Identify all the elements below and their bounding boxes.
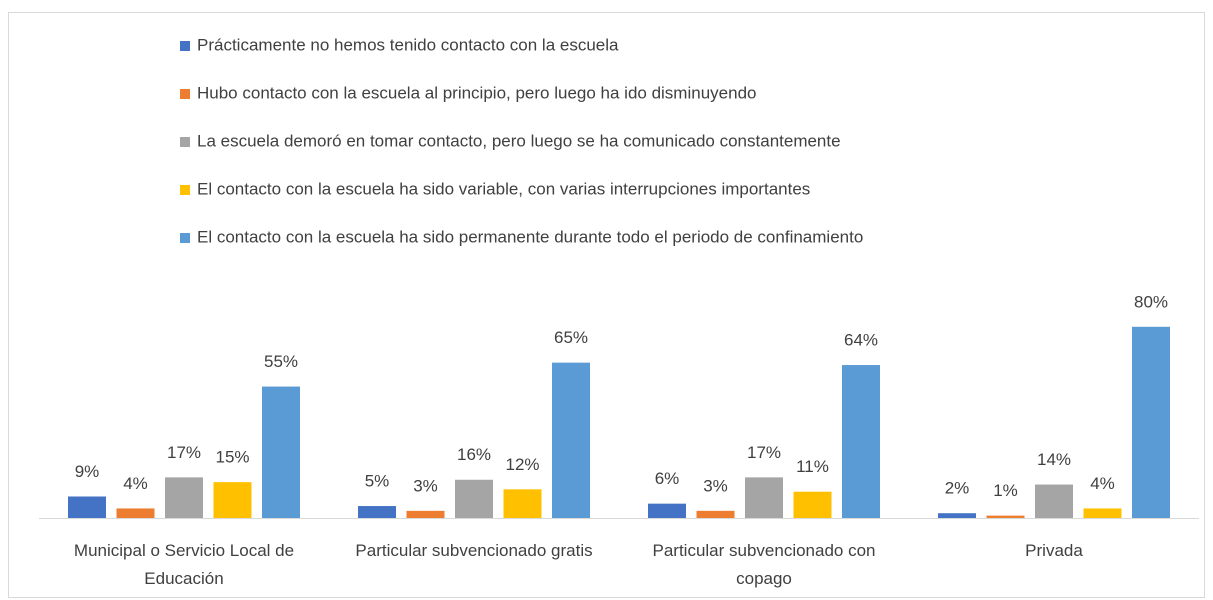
bar	[552, 362, 590, 518]
data-label: 17%	[747, 443, 781, 462]
legend-swatch	[180, 185, 190, 195]
data-label: 64%	[844, 331, 878, 350]
data-label: 4%	[1090, 474, 1115, 493]
data-label: 4%	[123, 474, 148, 493]
bar	[503, 489, 542, 518]
data-label: 5%	[365, 472, 390, 491]
x-tick-label: Particular subvencionado gratis	[355, 541, 593, 560]
data-label: 65%	[554, 328, 588, 347]
bar	[455, 479, 493, 518]
bar	[262, 386, 300, 518]
bar	[1035, 484, 1073, 518]
data-label: 12%	[505, 455, 539, 474]
chart-border	[8, 12, 1205, 598]
x-tick-label: Municipal o Servicio Local de Educación	[73, 541, 295, 588]
bar	[358, 506, 396, 518]
bar	[165, 477, 203, 518]
bar	[1083, 508, 1122, 518]
bar	[842, 365, 880, 518]
legend-swatch	[180, 233, 190, 243]
legend-swatch	[180, 137, 190, 147]
data-label: 3%	[413, 476, 438, 495]
data-label: 80%	[1134, 292, 1168, 311]
legend-label: La escuela demoró en tomar contacto, per…	[197, 131, 841, 150]
bar	[406, 510, 445, 518]
data-label: 3%	[703, 476, 728, 495]
legend-label: Hubo contacto con la escuela al principi…	[197, 83, 756, 102]
x-tick-label: Particular subvencionado con copago	[652, 541, 876, 588]
data-label: 11%	[796, 457, 829, 476]
data-label: 15%	[215, 448, 249, 467]
bar	[696, 510, 735, 518]
bar	[116, 508, 155, 518]
bar	[1132, 326, 1170, 518]
bar	[938, 513, 976, 518]
bar	[745, 477, 783, 518]
legend-swatch	[180, 89, 190, 99]
legend-swatch	[180, 41, 190, 51]
data-label: 17%	[167, 443, 201, 462]
legend-label: Prácticamente no hemos tenido contacto c…	[197, 35, 619, 54]
data-label: 16%	[457, 445, 491, 464]
bar	[213, 482, 252, 518]
data-label: 6%	[655, 469, 680, 488]
x-tick-label: Privada	[1025, 541, 1083, 560]
data-label: 14%	[1037, 450, 1071, 469]
bar	[986, 515, 1025, 518]
bar	[648, 503, 686, 518]
bar	[793, 491, 832, 518]
data-label: 2%	[945, 479, 970, 498]
legend-label: El contacto con la escuela ha sido varia…	[197, 179, 810, 198]
data-label: 1%	[993, 481, 1018, 500]
bar	[68, 496, 106, 518]
data-label: 9%	[75, 462, 100, 481]
legend-label: El contacto con la escuela ha sido perma…	[197, 227, 863, 246]
data-label: 55%	[264, 352, 298, 371]
